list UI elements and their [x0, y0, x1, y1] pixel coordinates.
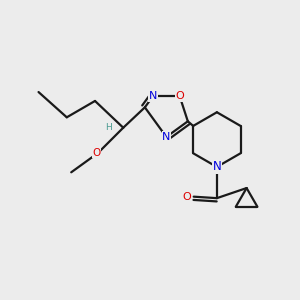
Text: N: N [212, 160, 221, 173]
Text: O: O [175, 91, 184, 101]
Text: N: N [162, 132, 170, 142]
Text: N: N [149, 91, 157, 101]
Text: O: O [93, 148, 101, 158]
Text: O: O [183, 192, 191, 202]
Text: H: H [106, 123, 112, 132]
